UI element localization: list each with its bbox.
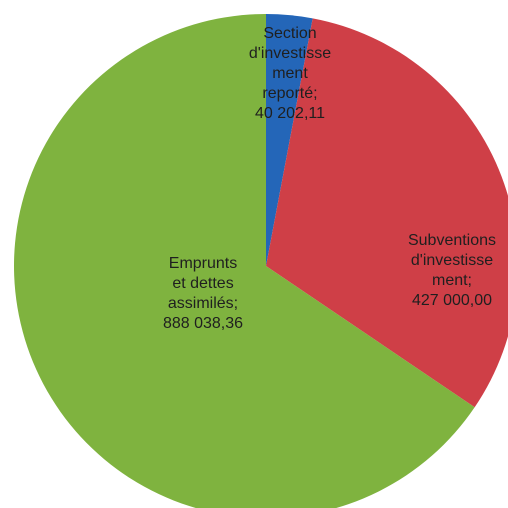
slice-label-line: ment [272, 65, 308, 82]
slice-label-line: ment; [432, 272, 472, 289]
slice-label-line: et dettes [172, 275, 233, 292]
slice-label-line: 427 000,00 [412, 292, 492, 309]
pie-labels: Section d'investisse ment reporté; 40 202,11… [163, 25, 496, 332]
slice-label-line: Subventions [408, 232, 496, 249]
slice-label-line: Section [263, 25, 316, 42]
pie-slices [14, 13, 508, 508]
pie-slice-3 [14, 14, 475, 508]
slice-label-line: assimilés; [168, 295, 238, 312]
slice-label-3: Emprunts et dettes assimilés; 888 038,36 [163, 255, 243, 332]
slice-label-line: d'investisse [249, 45, 331, 62]
slice-label-line: reporté; [262, 85, 317, 102]
slice-label-line: 40 202,11 [255, 105, 325, 122]
pie-slice-1 [266, 13, 313, 266]
slice-label-1: Section d'investisse ment reporté; 40 202,11 [249, 25, 331, 122]
slice-label-2: Subventions d'investisse ment; 427 000,00 [408, 232, 496, 309]
slice-label-line: 888 038,36 [163, 315, 243, 332]
slice-label-line: d'investisse [411, 252, 493, 269]
slice-label-line: Emprunts [169, 255, 237, 272]
pie-slice-2 [266, 18, 508, 408]
